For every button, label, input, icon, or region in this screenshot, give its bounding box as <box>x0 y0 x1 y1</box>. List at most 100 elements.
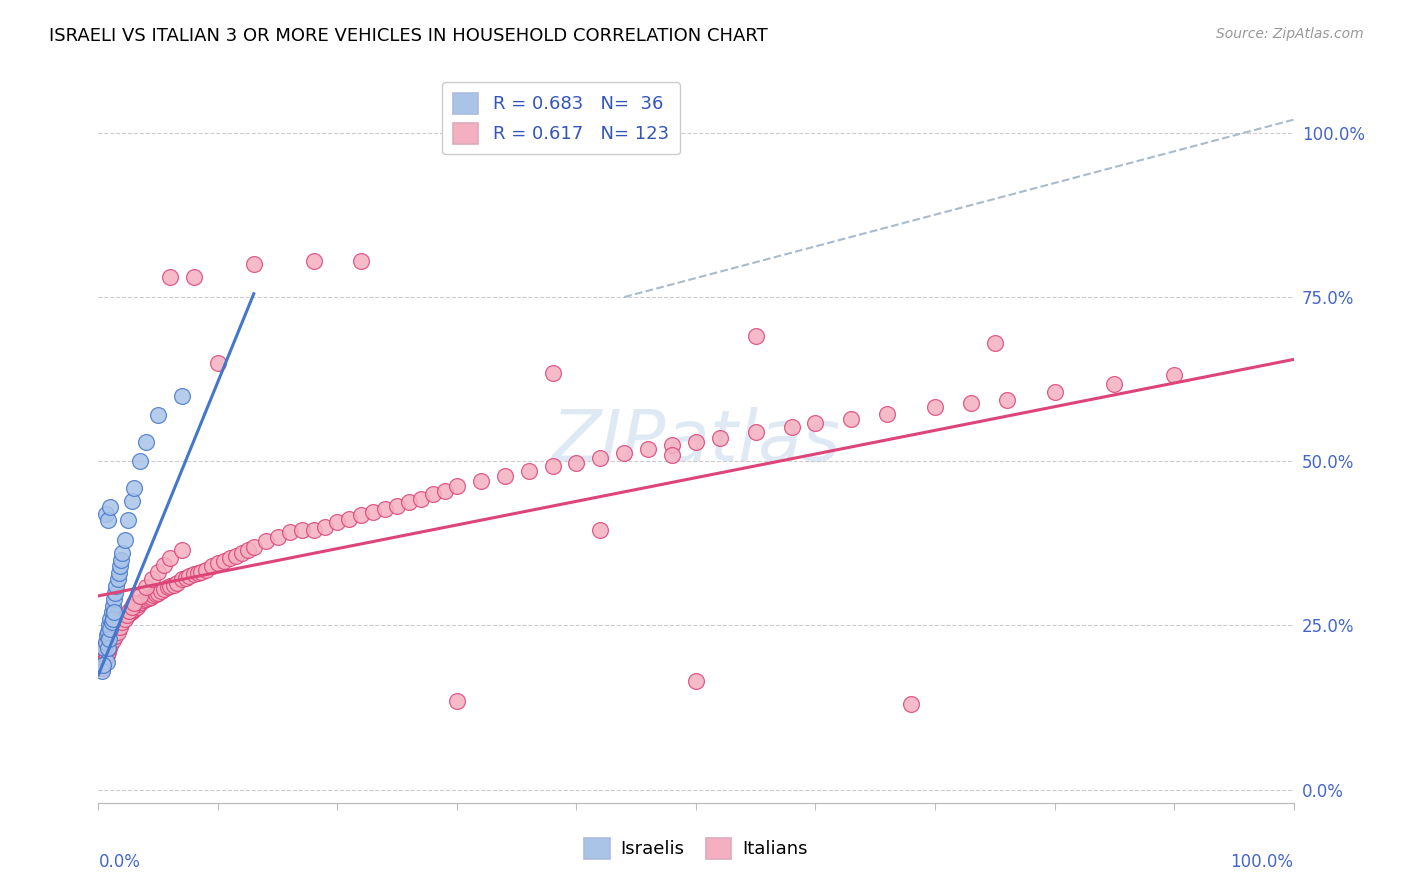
Point <box>114 610 136 624</box>
Point <box>97 645 120 659</box>
Point <box>107 618 129 632</box>
Point <box>105 618 128 632</box>
Point <box>183 270 205 285</box>
Point <box>446 694 468 708</box>
Point <box>98 632 121 646</box>
Point <box>97 632 120 646</box>
Point <box>115 609 138 624</box>
Point <box>115 607 138 622</box>
Point <box>685 674 707 689</box>
Point <box>148 585 170 599</box>
Point <box>841 411 863 425</box>
Point <box>103 592 125 607</box>
Point <box>125 600 148 615</box>
Legend: Israelis, Italians: Israelis, Italians <box>576 830 815 866</box>
Point <box>141 573 163 587</box>
Point <box>98 618 121 632</box>
Point <box>900 698 922 712</box>
Point <box>166 575 188 590</box>
Point <box>254 534 277 549</box>
Point <box>315 520 337 534</box>
Point <box>98 628 122 642</box>
Point <box>302 523 325 537</box>
Point <box>350 253 373 268</box>
Point <box>470 474 492 488</box>
Point <box>231 546 253 560</box>
Point <box>142 588 165 602</box>
Point <box>350 508 373 522</box>
Point <box>129 589 152 603</box>
Point <box>96 648 118 662</box>
Point <box>114 612 136 626</box>
Point <box>326 515 349 529</box>
Point <box>107 566 129 580</box>
Point <box>112 612 135 626</box>
Point <box>661 448 683 462</box>
Point <box>267 530 290 544</box>
Point <box>135 434 157 449</box>
Point <box>94 638 117 652</box>
Point <box>153 582 176 597</box>
Point <box>190 565 212 579</box>
Point <box>385 499 409 513</box>
Point <box>195 563 218 577</box>
Point <box>1104 376 1126 391</box>
Point <box>363 506 385 520</box>
Point <box>93 641 115 656</box>
Point <box>201 559 224 574</box>
Point <box>105 579 128 593</box>
Point <box>101 599 124 613</box>
Point <box>97 625 120 640</box>
Point <box>97 641 120 656</box>
Point <box>96 635 118 649</box>
Point <box>745 329 768 343</box>
Point <box>98 628 121 642</box>
Point <box>446 479 468 493</box>
Point <box>589 450 612 465</box>
Point <box>121 604 143 618</box>
Point <box>110 553 132 567</box>
Point <box>100 615 122 630</box>
Point <box>172 542 194 557</box>
Point <box>100 605 122 619</box>
Point <box>91 657 114 671</box>
Point <box>108 559 131 574</box>
Point <box>613 446 636 460</box>
Point <box>159 579 181 593</box>
Point <box>108 615 131 630</box>
Point <box>637 442 659 457</box>
Point <box>163 578 186 592</box>
Point <box>120 605 142 619</box>
Point <box>236 542 259 557</box>
Point <box>148 565 170 579</box>
Point <box>138 591 160 605</box>
Point <box>709 431 731 445</box>
Point <box>124 602 146 616</box>
Point <box>398 495 420 509</box>
Point <box>129 454 152 468</box>
Point <box>100 625 122 640</box>
Point <box>98 638 122 652</box>
Point <box>103 622 125 636</box>
Point <box>91 651 114 665</box>
Point <box>494 468 516 483</box>
Point <box>96 655 118 669</box>
Point <box>98 641 121 656</box>
Point <box>117 607 139 621</box>
Point <box>104 629 127 643</box>
Point <box>434 483 457 498</box>
Point <box>94 651 117 665</box>
Point <box>159 551 181 566</box>
Point <box>212 554 235 568</box>
Point <box>661 438 683 452</box>
Point <box>153 558 176 572</box>
Point <box>174 571 197 585</box>
Point <box>97 513 120 527</box>
Point <box>995 392 1018 407</box>
Point <box>135 580 157 594</box>
Point <box>96 628 118 642</box>
Point <box>111 615 134 630</box>
Point <box>104 585 127 599</box>
Point <box>745 425 768 439</box>
Point <box>1043 385 1066 400</box>
